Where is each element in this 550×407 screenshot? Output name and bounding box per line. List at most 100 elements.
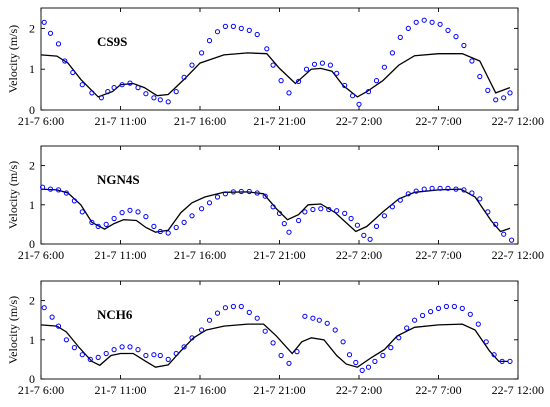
data-point	[49, 314, 55, 320]
data-point	[189, 62, 195, 68]
data-point	[477, 196, 483, 202]
x-tick-label: 21-7 21:00	[253, 248, 305, 262]
data-point	[181, 344, 187, 350]
data-point	[461, 187, 467, 193]
data-point	[413, 188, 419, 194]
data-point	[230, 23, 236, 29]
data-point	[354, 222, 360, 228]
data-point	[276, 210, 283, 216]
data-point	[111, 85, 117, 91]
data-point	[238, 303, 244, 310]
data-point	[103, 350, 109, 357]
data-point	[206, 200, 213, 206]
data-point	[501, 231, 507, 237]
data-point	[270, 62, 276, 68]
data-point	[296, 217, 302, 224]
data-point	[40, 184, 46, 190]
data-point	[356, 101, 362, 107]
data-point	[437, 21, 443, 27]
data-point	[103, 221, 109, 227]
model-line	[40, 323, 509, 368]
data-point	[396, 335, 402, 341]
data-point	[359, 367, 365, 373]
x-tick-label: 21-7 16:00	[174, 114, 226, 128]
data-point	[89, 219, 95, 225]
data-point	[348, 215, 354, 222]
data-point	[365, 364, 372, 370]
panel-title: NCH6	[97, 307, 133, 322]
data-point	[165, 99, 171, 105]
plot-frame	[40, 280, 519, 380]
x-tick-label: 21-7 21:00	[253, 114, 305, 128]
data-point	[428, 309, 434, 315]
data-point	[437, 185, 443, 191]
x-tick-label: 21-7 11:00	[95, 114, 147, 128]
y-axis-label: Velocity (m/s)	[6, 161, 20, 229]
data-point	[278, 352, 284, 359]
data-point	[71, 198, 78, 204]
data-point	[381, 213, 387, 219]
data-point	[405, 191, 411, 197]
chart-panel-2: 0 1 2 21-7 6:00 21-7 11:00 21-7 16:00 21-7 21:…	[6, 145, 544, 262]
data-point	[119, 82, 125, 88]
x-tick-label: 22-7 2:00	[336, 248, 382, 262]
data-point	[346, 352, 353, 358]
x-tick-label: 22-7 12:00	[492, 248, 544, 262]
data-point	[493, 221, 499, 227]
data-point	[429, 185, 435, 191]
y-tick-label: 0	[29, 372, 35, 386]
panel-title: NGN4S	[97, 172, 140, 187]
x-tick-label: 22-7 7:00	[415, 383, 461, 397]
x-tick-label: 21-7 6:00	[18, 114, 64, 128]
data-point	[353, 359, 359, 366]
data-point	[199, 206, 205, 212]
data-point	[55, 323, 62, 329]
data-point	[445, 27, 451, 33]
data-point	[63, 190, 70, 196]
data-point	[310, 315, 316, 321]
data-point	[310, 206, 316, 213]
data-point	[111, 215, 117, 222]
data-point	[199, 327, 205, 333]
data-point	[389, 204, 395, 210]
data-point	[246, 27, 252, 33]
data-point	[41, 305, 47, 311]
y-tick-label: 2	[29, 159, 35, 173]
data-point	[469, 190, 475, 196]
data-point	[388, 345, 394, 351]
data-point	[461, 42, 467, 49]
x-tick-label: 21-7 6:00	[18, 383, 64, 397]
data-point	[435, 305, 442, 311]
data-point	[342, 210, 348, 216]
x-tick-label: 21-7 11:00	[95, 383, 147, 397]
data-point	[350, 93, 356, 99]
data-point	[361, 232, 367, 238]
data-point	[127, 344, 133, 350]
data-point	[173, 89, 179, 95]
data-point	[381, 64, 387, 70]
data-point	[157, 97, 163, 103]
data-point	[451, 303, 457, 310]
data-point	[389, 50, 395, 56]
data-point	[173, 224, 179, 231]
data-point	[459, 305, 465, 311]
data-point	[501, 95, 507, 101]
y-tick-label: 1	[29, 62, 35, 76]
data-point	[296, 78, 302, 85]
data-point	[181, 74, 187, 81]
data-point	[509, 237, 515, 243]
data-point	[294, 349, 300, 355]
data-point	[206, 38, 213, 44]
chart-panel-3: 0 1 2 21-7 6:00 21-7 11:00 21-7 16:00 21-7 21:…	[6, 280, 544, 397]
data-point	[165, 230, 171, 236]
data-point	[55, 187, 62, 193]
data-point	[119, 210, 125, 216]
data-point	[214, 194, 221, 200]
data-point	[262, 193, 268, 199]
data-point	[47, 30, 54, 36]
data-point	[319, 60, 325, 66]
data-point	[373, 78, 380, 84]
data-point	[340, 339, 346, 345]
data-point	[286, 360, 292, 366]
data-point	[493, 97, 499, 103]
